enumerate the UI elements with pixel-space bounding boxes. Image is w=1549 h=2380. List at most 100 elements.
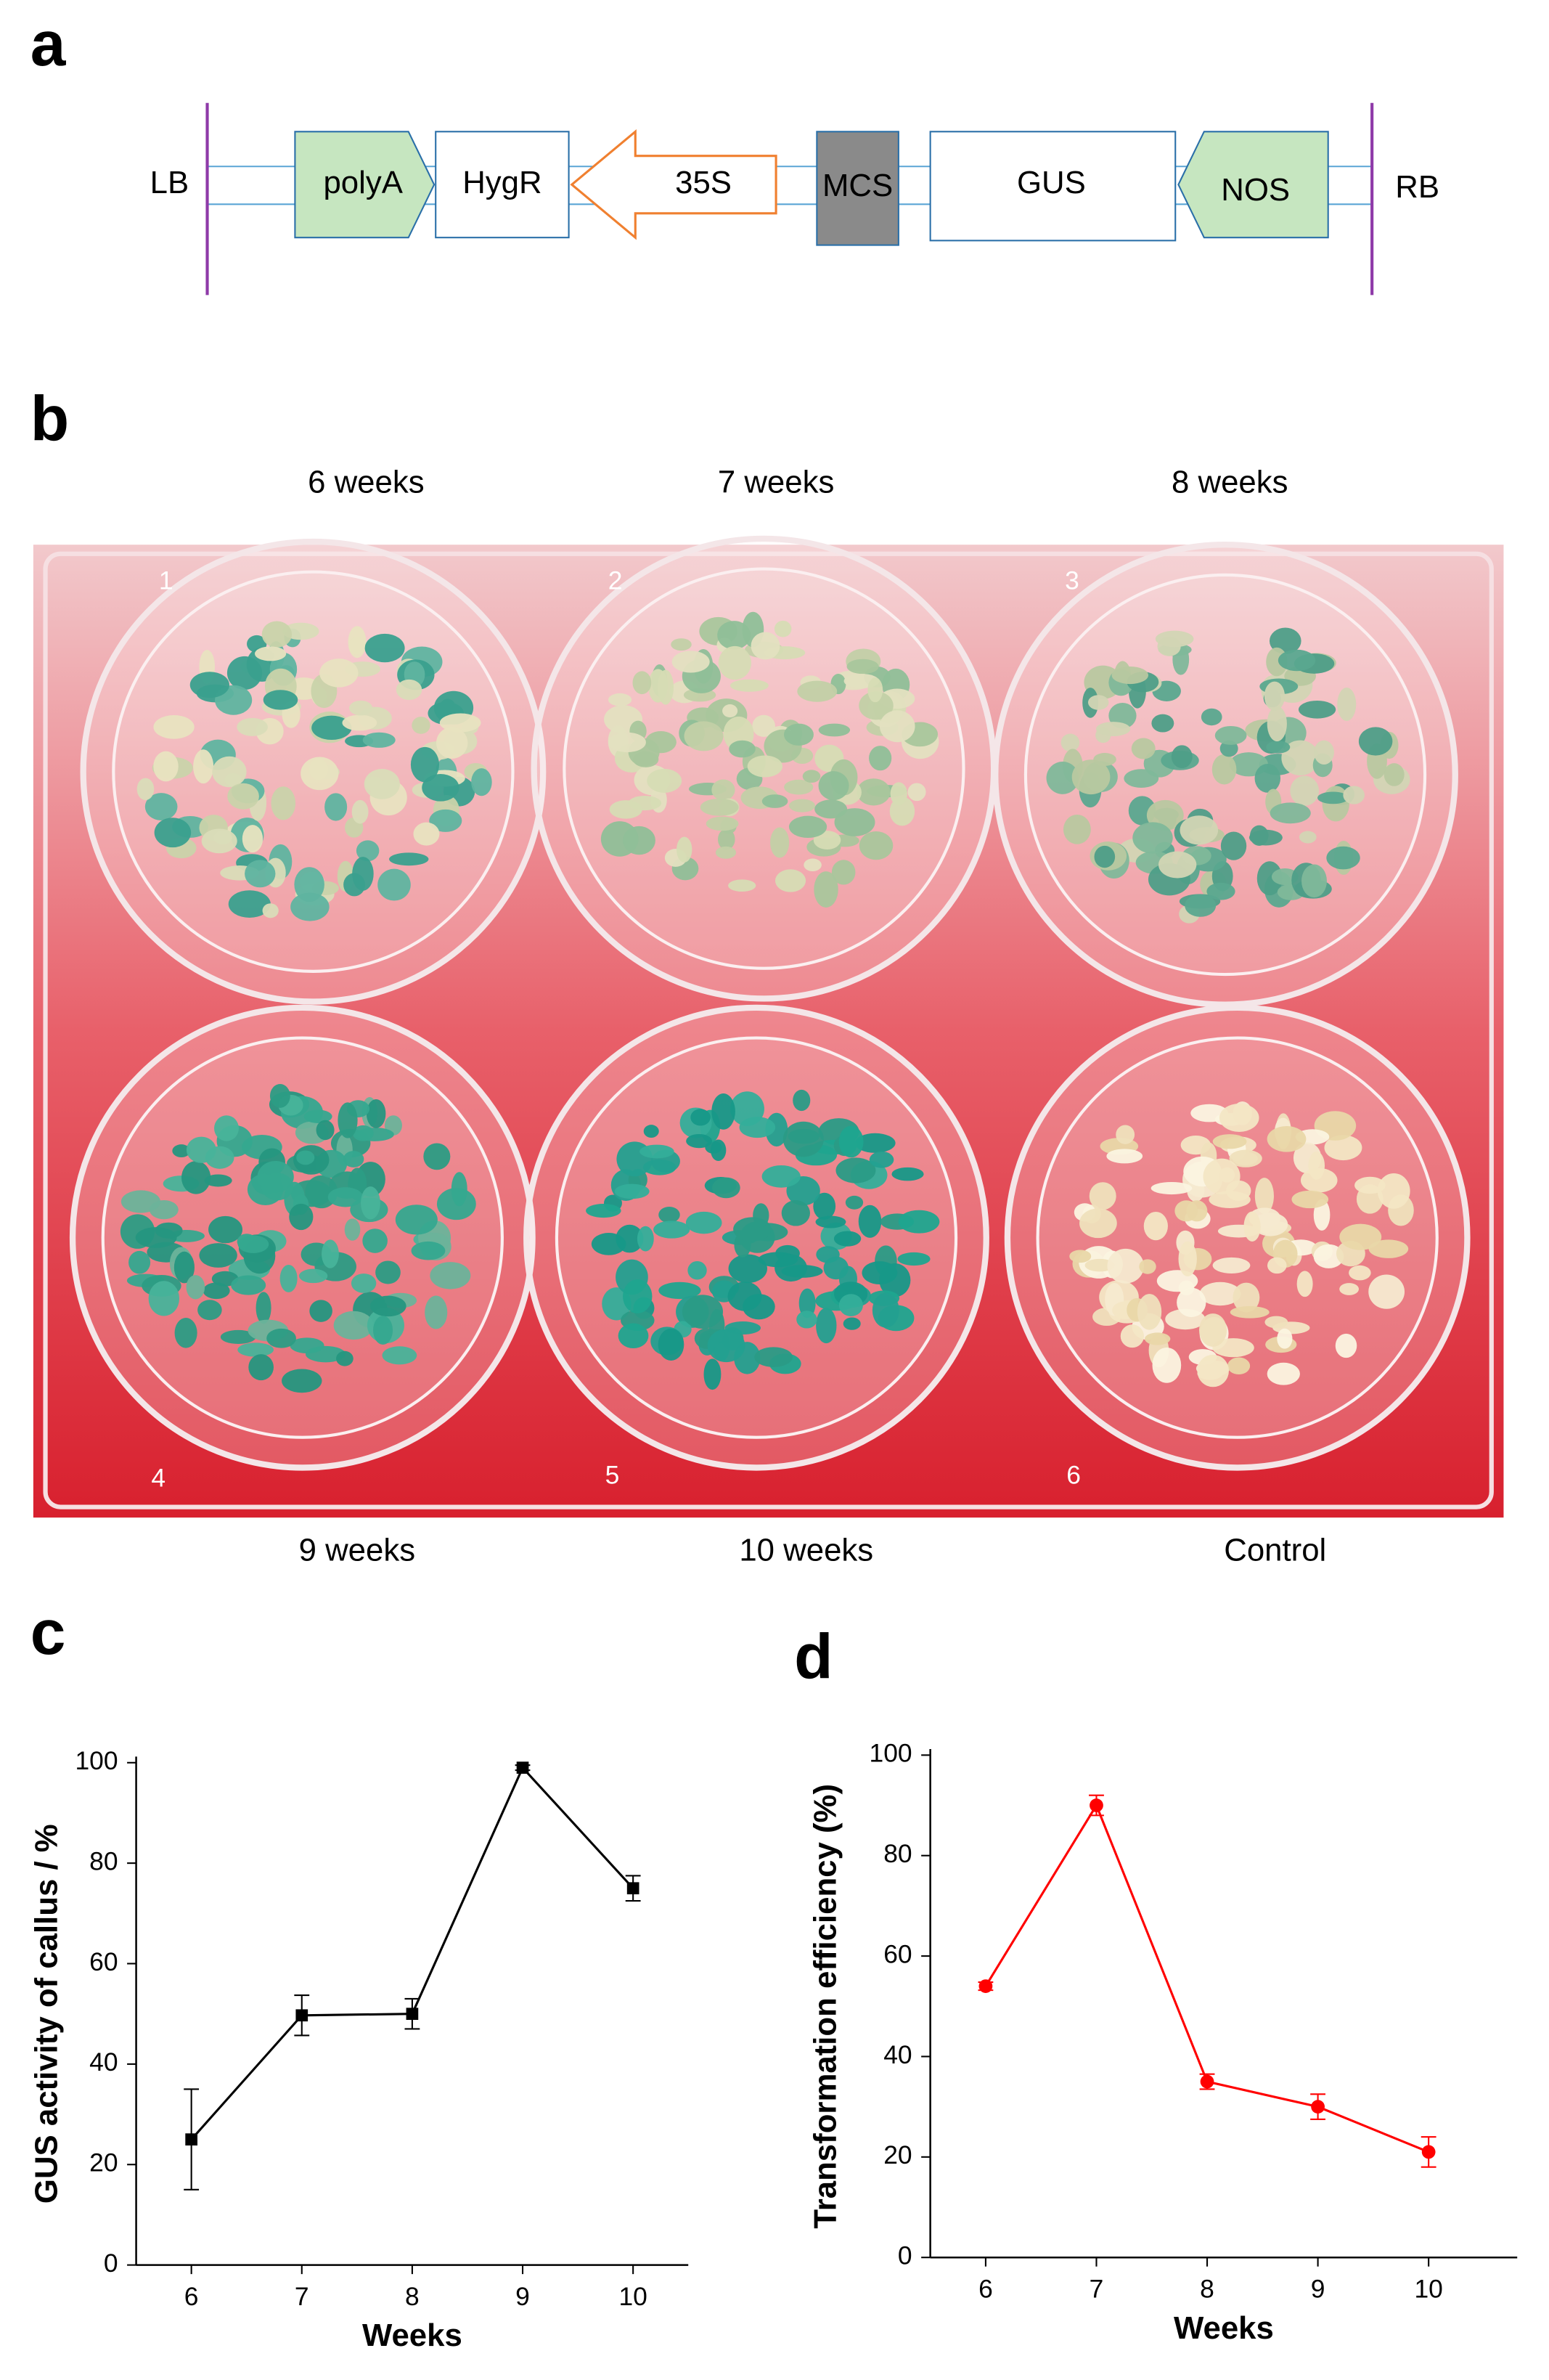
callus <box>290 892 330 921</box>
callus <box>907 783 926 802</box>
callus <box>747 755 782 778</box>
callus <box>412 717 430 734</box>
callus <box>658 669 674 705</box>
callus <box>471 768 492 796</box>
callus <box>193 749 214 784</box>
callus <box>1270 802 1311 824</box>
callus <box>1324 1135 1362 1161</box>
callus <box>336 1350 353 1366</box>
callus <box>682 1295 724 1329</box>
y-axis-title: GUS activity of callus / % <box>28 1824 64 2204</box>
callus <box>687 1260 707 1280</box>
well-caption: 7 weeks <box>718 464 835 500</box>
callus <box>279 1264 298 1292</box>
callus <box>214 1115 239 1141</box>
callus <box>338 1102 358 1138</box>
callus <box>356 840 380 862</box>
x-axis-title: Weeks <box>362 2318 462 2353</box>
callus <box>898 1210 940 1234</box>
callus <box>867 677 883 703</box>
panel-label: a <box>30 8 67 79</box>
callus <box>781 1199 810 1226</box>
callus <box>451 1172 467 1207</box>
callus <box>1150 1181 1193 1195</box>
well-caption: 6 weeks <box>308 464 425 500</box>
callus <box>1243 1211 1261 1242</box>
callus <box>410 746 440 783</box>
y-tick-label: 40 <box>883 2040 912 2069</box>
callus <box>591 1233 626 1255</box>
callus <box>618 1323 649 1349</box>
callus <box>1180 815 1219 845</box>
callus <box>1384 763 1405 786</box>
callus <box>1185 894 1217 917</box>
callus <box>774 1254 807 1282</box>
callus <box>1094 845 1116 868</box>
callus <box>153 751 179 782</box>
callus <box>352 857 374 891</box>
callus <box>1171 745 1193 769</box>
callus <box>609 800 642 819</box>
callus <box>299 1268 328 1284</box>
callus <box>1069 1250 1092 1263</box>
well-caption: 8 weeks <box>1172 464 1288 500</box>
callus <box>262 903 279 918</box>
callus <box>128 1250 151 1274</box>
data-point <box>185 2133 197 2145</box>
callus <box>1089 1182 1116 1210</box>
element-label: NOS <box>1221 172 1290 208</box>
callus <box>361 1186 380 1220</box>
callus <box>814 799 848 819</box>
callus <box>1291 1190 1329 1209</box>
callus <box>1299 831 1317 844</box>
data-point <box>1311 2100 1325 2114</box>
callus <box>203 1282 230 1300</box>
y-tick-label: 100 <box>870 1739 912 1768</box>
callus <box>430 1262 471 1289</box>
x-tick-label: 9 <box>515 2282 530 2311</box>
callus <box>1313 1244 1344 1268</box>
callus <box>1157 636 1181 656</box>
callus <box>348 700 373 716</box>
callus <box>859 831 894 860</box>
callus <box>700 798 739 816</box>
callus <box>1349 1265 1371 1281</box>
callus <box>316 1120 335 1141</box>
callus <box>351 1273 377 1293</box>
x-tick-label: 10 <box>1414 2274 1442 2303</box>
plate-photo <box>33 535 1504 1518</box>
callus <box>208 1215 243 1244</box>
callus <box>1300 1167 1338 1193</box>
callus <box>600 821 639 857</box>
callus <box>1131 738 1156 759</box>
callus <box>857 778 891 806</box>
well-number: 3 <box>1065 566 1079 595</box>
y-tick-label: 40 <box>89 2047 118 2077</box>
callus <box>261 621 293 648</box>
callus <box>289 1203 314 1231</box>
callus <box>1124 769 1159 788</box>
callus <box>1317 791 1349 804</box>
callus <box>846 659 879 675</box>
callus <box>797 680 838 702</box>
callus <box>395 1205 438 1235</box>
callus <box>377 868 411 901</box>
x-tick-label: 7 <box>1090 2274 1104 2303</box>
callus <box>1201 708 1222 726</box>
callus <box>1343 786 1365 804</box>
x-tick-label: 7 <box>295 2282 309 2311</box>
data-point <box>406 2008 419 2021</box>
panel-label: c <box>30 1597 66 1668</box>
callus <box>237 1235 269 1253</box>
callus <box>348 637 365 655</box>
callus <box>296 1150 315 1165</box>
callus <box>319 659 359 688</box>
callus <box>1377 1173 1410 1209</box>
callus <box>186 1275 205 1300</box>
callus <box>309 1300 332 1322</box>
well <box>69 1004 536 1471</box>
element-label: HygR <box>462 165 541 200</box>
callus <box>294 867 324 902</box>
callus <box>396 679 422 701</box>
element-box <box>1177 131 1329 239</box>
